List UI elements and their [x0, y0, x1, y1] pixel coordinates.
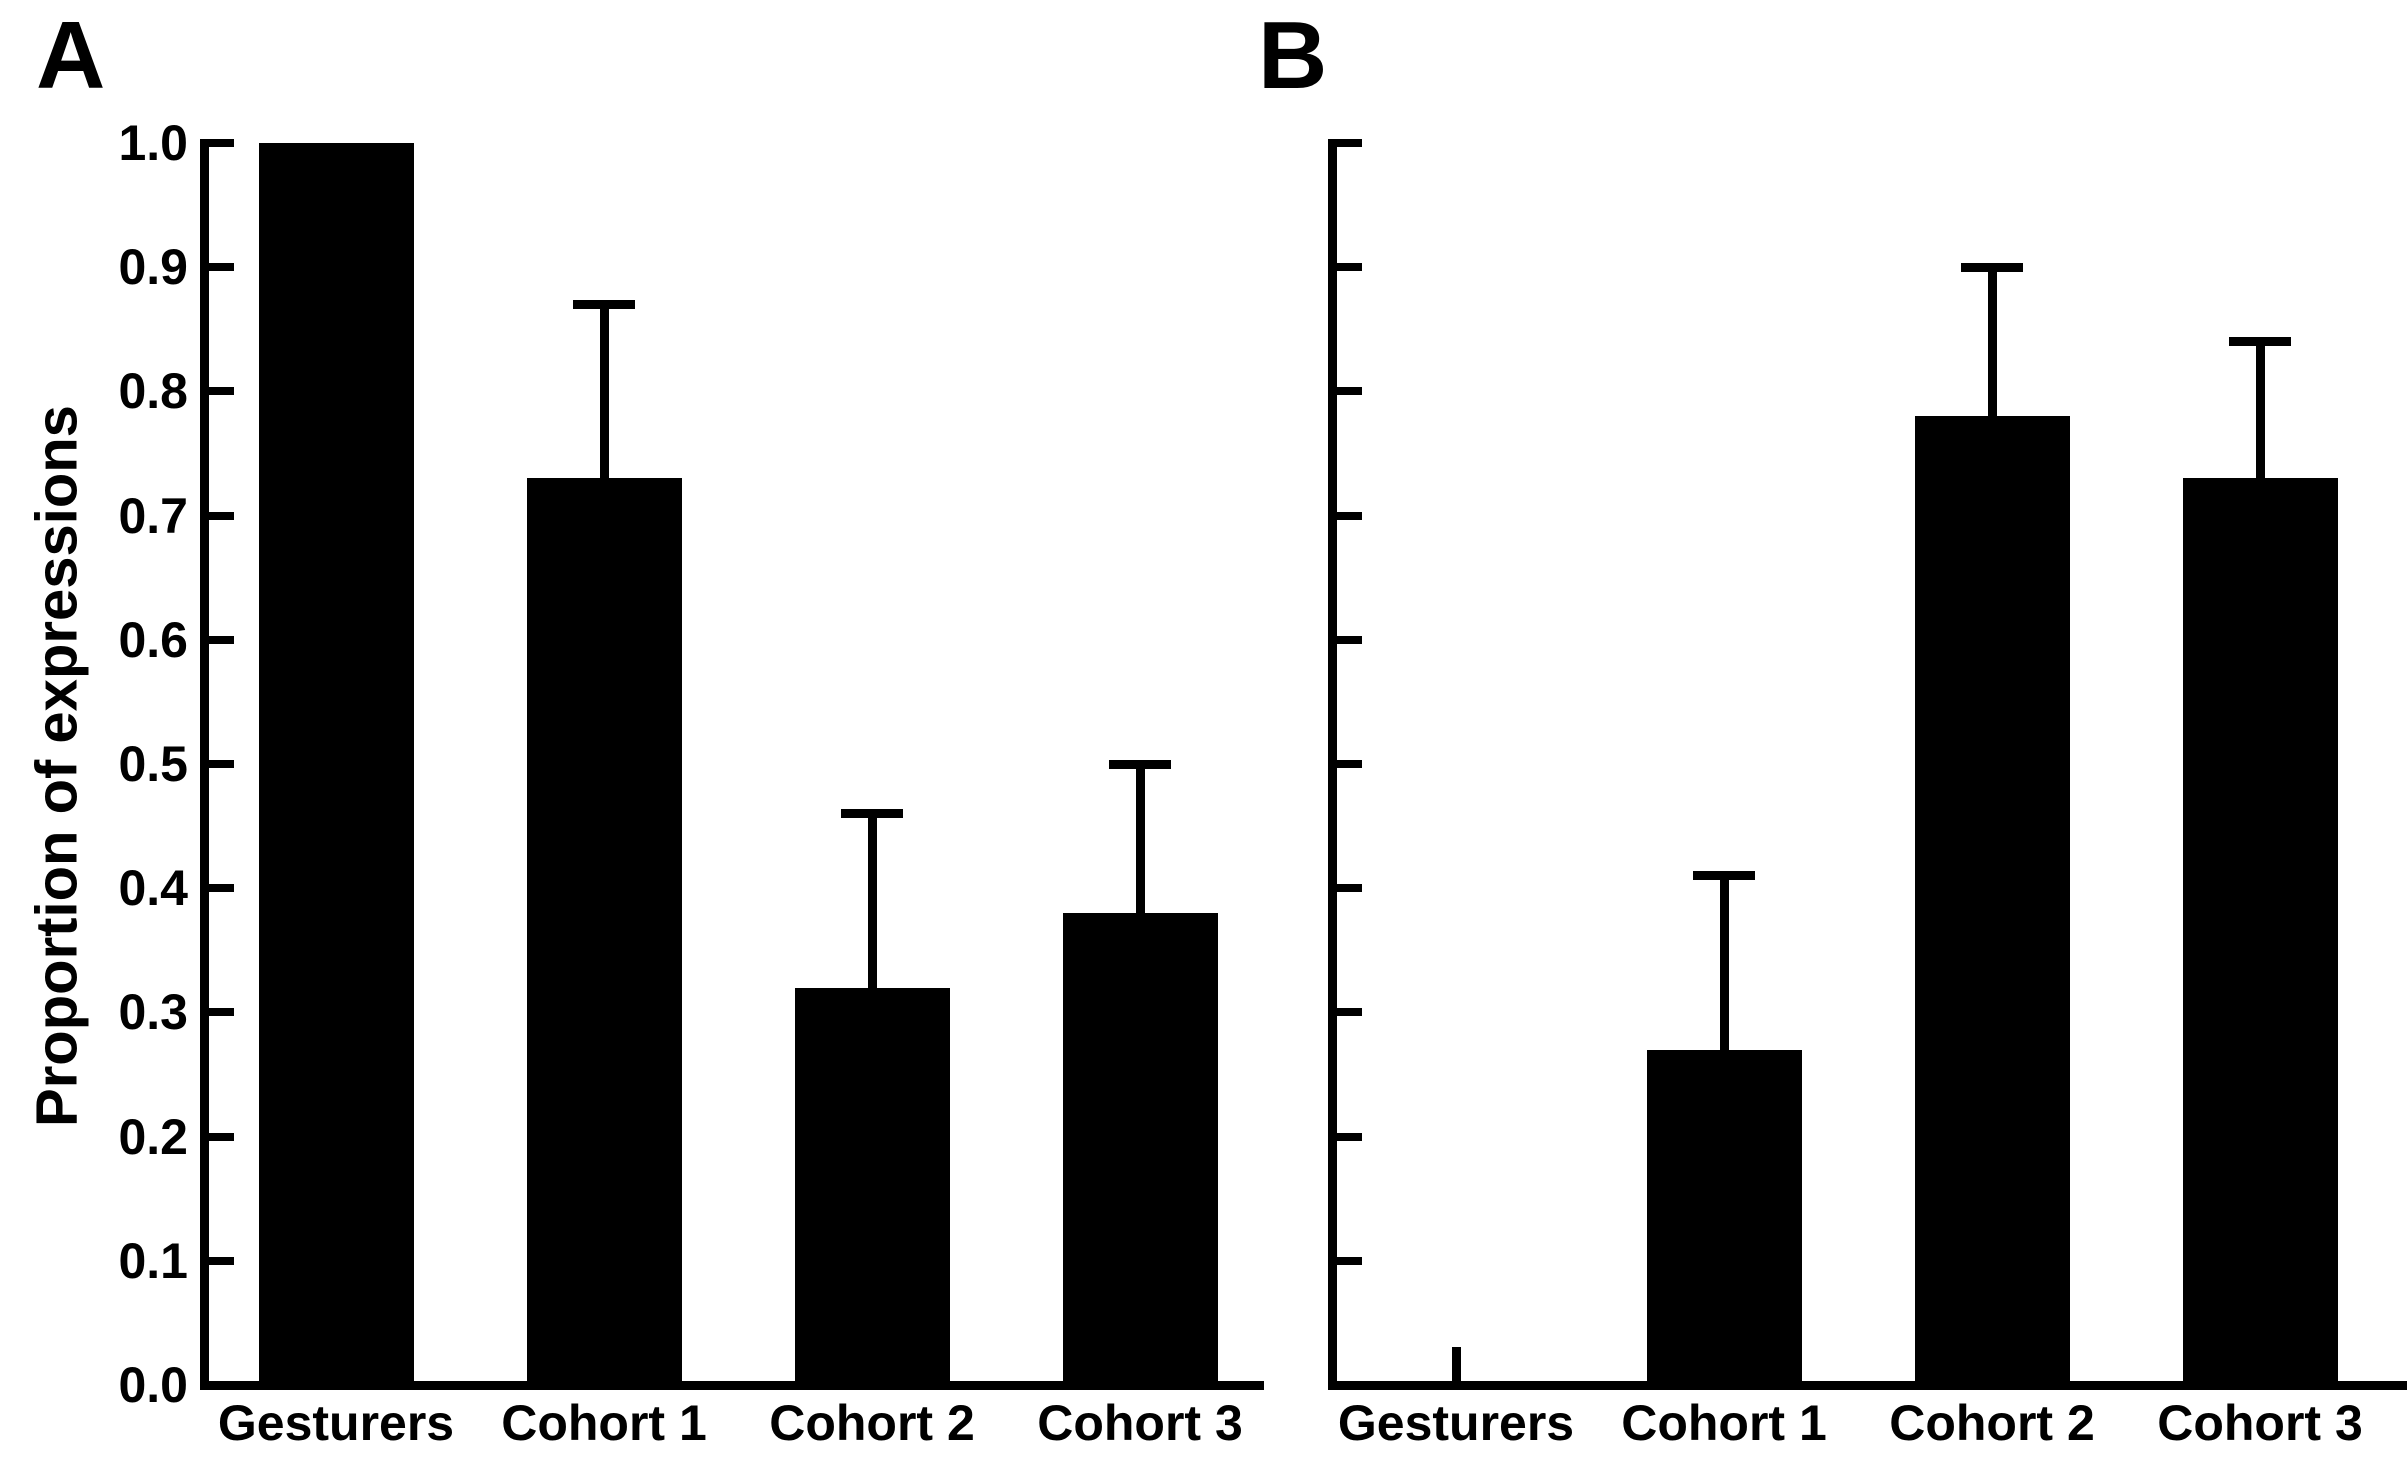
- y-axis-tick-a: [200, 1256, 234, 1265]
- x-category-label-b: Cohort 1: [1621, 1395, 1827, 1451]
- y-axis-tick-a: [200, 1008, 234, 1017]
- y-axis-tick-a: [200, 1132, 234, 1141]
- y-tick-label-a: 0.6: [118, 611, 188, 668]
- y-tick-label-a: 1.0: [118, 115, 188, 171]
- x-category-label-a: Cohort 3: [1037, 1395, 1243, 1451]
- error-cap-b: [2229, 337, 2291, 347]
- y-tick-label-a: 0.0: [118, 1357, 188, 1413]
- y-tick-label-a: 0.9: [118, 239, 188, 296]
- y-tick-label-a: 0.5: [118, 736, 188, 792]
- y-axis-tick-b: [1328, 387, 1362, 396]
- panel-b-label: B: [1258, 2, 1328, 109]
- x-category-label-b: Cohort 3: [2157, 1395, 2363, 1451]
- y-axis-tick-b: [1328, 511, 1362, 520]
- y-tick-label-a: 0.2: [118, 1108, 188, 1165]
- x-category-label-b: Cohort 2: [1889, 1395, 2095, 1451]
- y-tick-label-a: 0.3: [118, 984, 188, 1041]
- y-axis-tick-a: [200, 635, 234, 644]
- y-tick-label-a: 0.8: [118, 363, 188, 420]
- error-whisker-a: [867, 813, 877, 988]
- error-whisker-b: [2255, 341, 2265, 479]
- error-whisker-a: [599, 304, 609, 479]
- y-axis-tick-a: [200, 139, 234, 147]
- bar-cohort1-b: [1646, 1049, 1802, 1381]
- y-axis-tick-b: [1328, 1132, 1362, 1141]
- y-axis-tick-b: [1328, 1381, 1362, 1389]
- panel-a-label: A: [36, 2, 106, 109]
- error-whisker-b: [1987, 267, 1997, 417]
- y-tick-label-a: 0.7: [118, 487, 188, 544]
- zero-stub-b: [1451, 1347, 1461, 1381]
- y-axis-tick-a: [200, 263, 234, 272]
- error-cap-b: [1693, 871, 1755, 881]
- bar-cohort2-b: [1914, 416, 2070, 1381]
- bar-cohort3-b: [2182, 478, 2338, 1381]
- x-category-label-b: Gesturers: [1337, 1395, 1575, 1451]
- y-axis-tick-b: [1328, 635, 1362, 644]
- y-tick-label-a: 0.1: [118, 1232, 188, 1289]
- error-cap-a: [1109, 759, 1171, 769]
- bar-gesturers-a: [258, 143, 414, 1381]
- x-axis-line-b: [1328, 1381, 2407, 1390]
- y-tick-label-a: 0.4: [118, 860, 188, 917]
- y-axis-tick-b: [1328, 884, 1362, 893]
- y-axis-tick-a: [200, 511, 234, 520]
- error-cap-a: [841, 809, 903, 819]
- x-category-label-a: Cohort 2: [769, 1395, 975, 1451]
- error-cap-b: [1961, 262, 2023, 272]
- x-category-label-a: Gesturers: [217, 1395, 455, 1451]
- x-axis-line-a: [200, 1381, 1264, 1390]
- error-whisker-a: [1135, 764, 1145, 914]
- bar-cohort3-a: [1062, 913, 1218, 1381]
- y-axis-tick-b: [1328, 1256, 1362, 1265]
- y-axis-tick-a: [200, 1381, 234, 1389]
- y-axis-tick-a: [200, 387, 234, 396]
- y-axis-tick-a: [200, 760, 234, 768]
- y-axis-tick-b: [1328, 760, 1362, 768]
- bar-cohort2-a: [794, 987, 950, 1381]
- error-cap-a: [573, 299, 635, 309]
- x-category-label-a: Cohort 1: [501, 1395, 707, 1451]
- y-axis-tick-a: [200, 884, 234, 893]
- y-axis-tick-b: [1328, 263, 1362, 272]
- error-whisker-b: [1719, 875, 1729, 1050]
- bar-cohort1-a: [526, 478, 682, 1381]
- y-axis-tick-b: [1328, 1008, 1362, 1017]
- y-axis-tick-b: [1328, 139, 1362, 147]
